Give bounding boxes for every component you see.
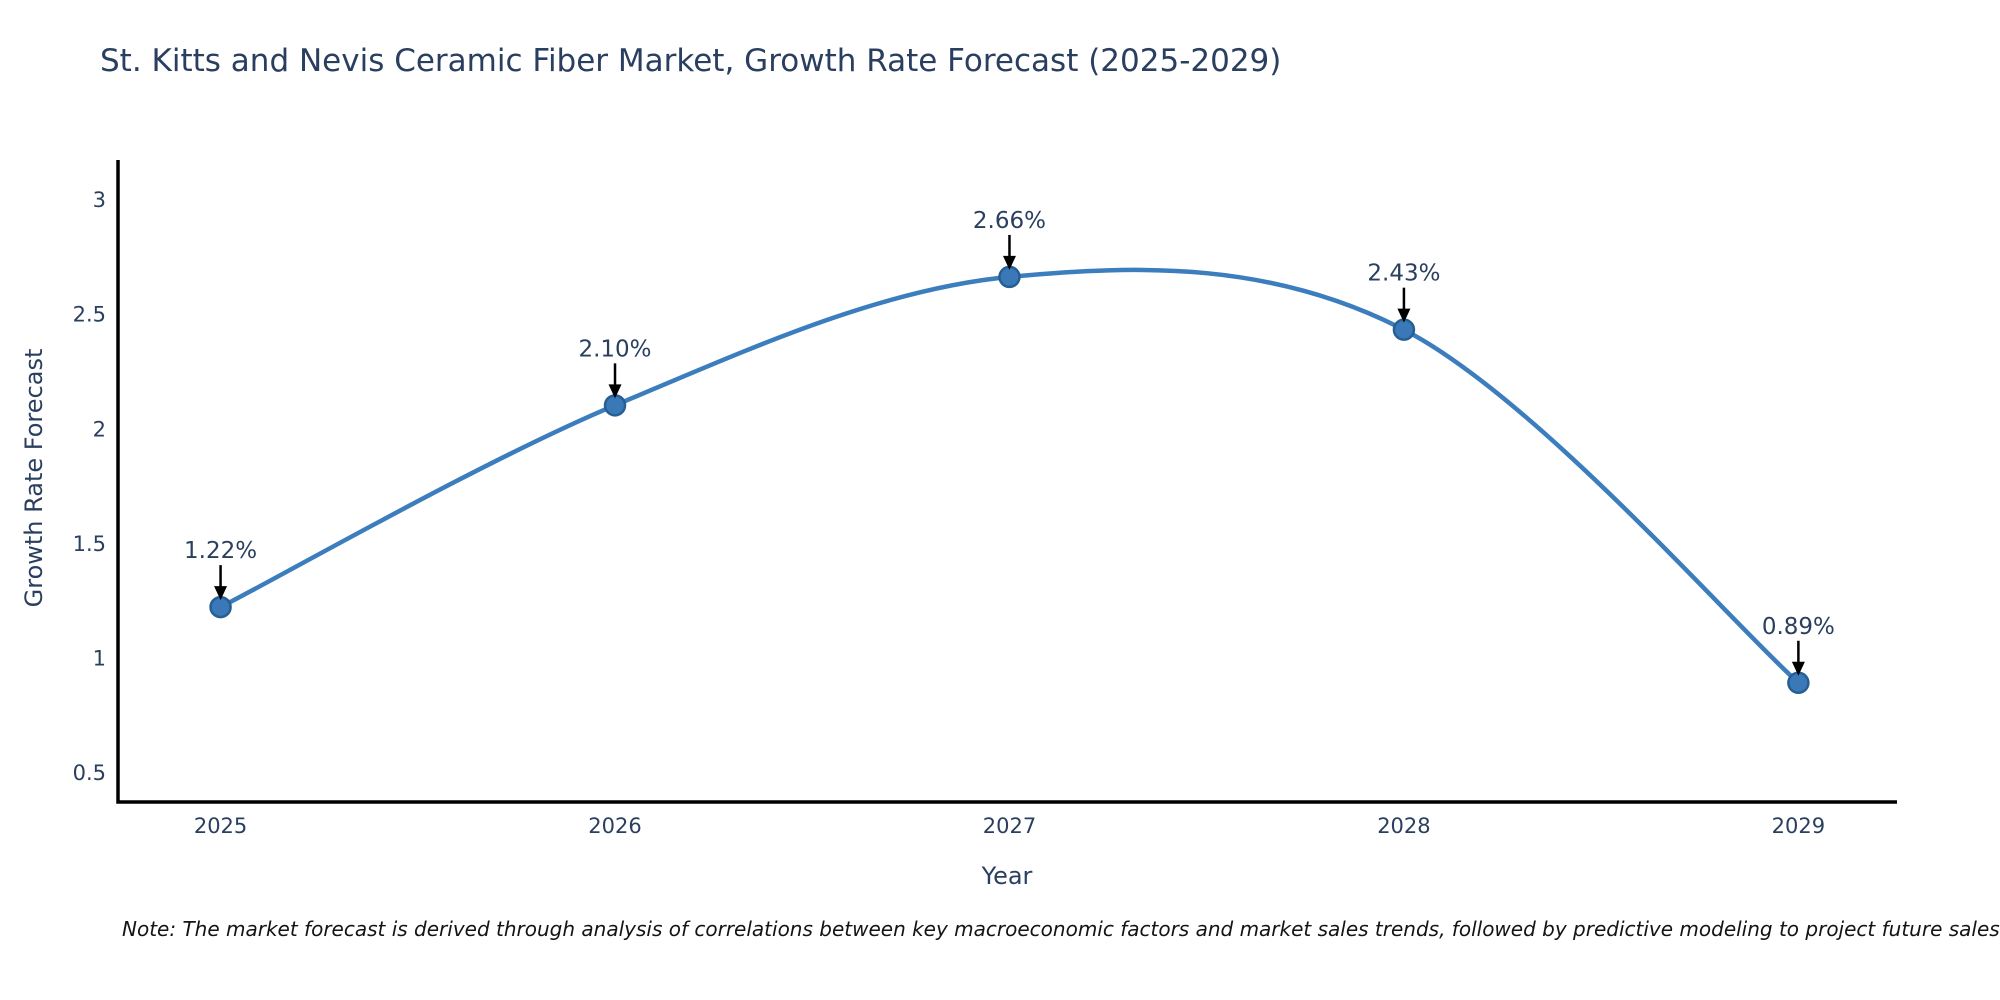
y-tick-label: 1: [93, 647, 106, 671]
y-tick-label: 2.5: [73, 303, 106, 327]
annotation-arrowhead: [1397, 308, 1411, 323]
annotation-label: 2.43%: [1367, 261, 1440, 287]
annotation-arrowhead: [1791, 661, 1805, 676]
x-tick-label: 2025: [194, 814, 247, 838]
x-tick-label: 2026: [588, 814, 641, 838]
axis-lines: [116, 160, 1897, 804]
x-tick-label: 2028: [1377, 814, 1430, 838]
annotation-arrowhead: [608, 384, 622, 399]
x-axis-title: Year: [981, 862, 1033, 890]
y-tick-label: 3: [93, 188, 106, 212]
x-tick-label: 2027: [983, 814, 1036, 838]
annotation-label: 0.89%: [1762, 614, 1835, 640]
annotation-arrowhead: [214, 586, 228, 601]
footnote: Note: The market forecast is derived thr…: [122, 917, 2000, 941]
y-tick-label: 0.5: [73, 761, 106, 785]
annotation-label: 2.66%: [973, 208, 1046, 234]
annotation-label: 1.22%: [184, 538, 257, 564]
annotation-label: 2.10%: [578, 336, 651, 362]
chart-title: St. Kitts and Nevis Ceramic Fiber Market…: [100, 43, 1282, 79]
y-tick-label: 1.5: [73, 532, 106, 556]
forecast-line: [218, 267, 1801, 686]
x-tick-label: 2029: [1772, 814, 1825, 838]
annotation-arrowhead: [1002, 255, 1016, 270]
y-axis-title: Growth Rate Forecast: [20, 348, 48, 608]
y-tick-label: 2: [93, 417, 106, 441]
